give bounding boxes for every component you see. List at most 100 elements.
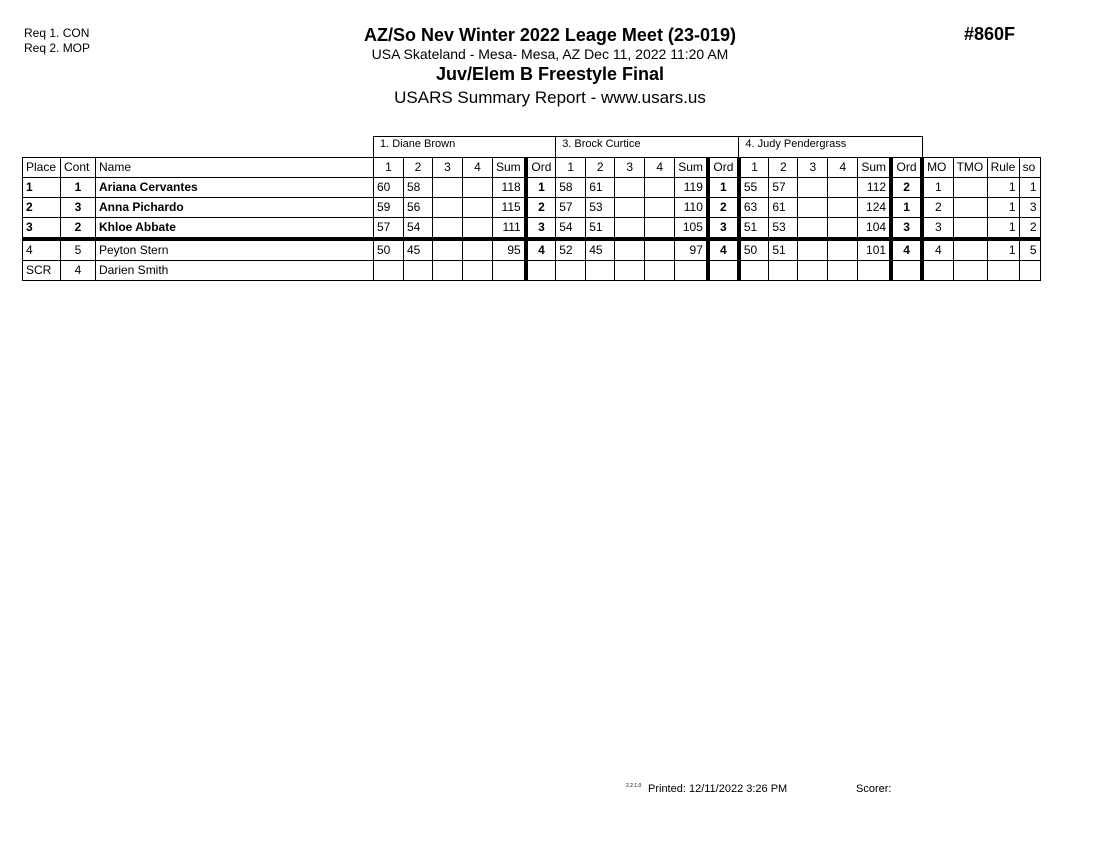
sum-cell: 112 [857, 177, 894, 198]
header-judge-3-col: 1 [738, 157, 770, 178]
requirements: Req 1. CON Req 2. MOP [24, 26, 90, 56]
header-name: Name [95, 157, 374, 178]
sum-cell: 95 [491, 238, 528, 261]
place-cell: 3 [22, 217, 61, 241]
place-cell: 4 [22, 238, 61, 261]
score-cell: 50 [738, 238, 770, 261]
mo-cell: 3 [921, 217, 954, 241]
score-cell: 54 [555, 217, 587, 241]
tmo-cell [952, 177, 988, 198]
ordinal-cell: 4 [525, 238, 557, 261]
header-judge-2-col: 3 [614, 157, 646, 178]
score-cell [614, 260, 646, 281]
ordinal-cell: 1 [707, 177, 741, 198]
venue-date: USA Skateland - Mesa- Mesa, AZ Dec 11, 2… [371, 46, 729, 62]
score-cell: 51 [585, 217, 616, 241]
header-judge-3-col: 2 [768, 157, 799, 178]
mo-cell: 4 [921, 238, 954, 261]
ordinal-cell [890, 260, 925, 281]
meet-title: AZ/So Nev Winter 2022 Leage Meet (23-019… [364, 25, 736, 45]
header-judge-2-col: 2 [585, 157, 616, 178]
score-cell [432, 197, 463, 218]
score-cell: 45 [403, 238, 433, 261]
score-cell [827, 217, 859, 241]
score-cell: 59 [373, 197, 404, 218]
score-cell [462, 238, 493, 261]
score-cell [827, 177, 859, 198]
rule-cell [986, 260, 1020, 281]
score-cell [797, 260, 829, 281]
table-row: SCR 4 Darien Smith [22, 260, 1041, 281]
rule-cell: 1 [986, 197, 1020, 218]
cont-cell: 1 [60, 177, 96, 198]
requirement-2: Req 2. MOP [24, 41, 91, 55]
score-cell: 60 [373, 177, 404, 198]
skater-name: Peyton Stern [95, 238, 374, 261]
score-cell [614, 197, 646, 218]
score-cell [462, 177, 493, 198]
sum-cell: 97 [674, 238, 710, 261]
score-cell [373, 260, 404, 281]
requirement-1: Req 1. CON [24, 26, 90, 40]
version: 2.2.1.0 [626, 783, 642, 789]
judge-header-row: 1. Diane Brown 3. Brock Curtice 4. Judy Pe… [23, 136, 1041, 158]
score-cell: 54 [403, 217, 433, 241]
ordinal-cell [525, 260, 557, 281]
blank [922, 137, 1040, 158]
score-cell: 57 [373, 217, 404, 241]
so-cell: 5 [1018, 238, 1041, 261]
ordinal-cell: 3 [890, 217, 925, 241]
header-judge-1-col: 3 [432, 157, 463, 178]
sum-cell: 111 [491, 217, 528, 241]
score-cell: 51 [738, 217, 770, 241]
sum-cell [857, 260, 894, 281]
score-cell [644, 260, 676, 281]
tmo-cell [952, 238, 988, 261]
score-cell [797, 177, 829, 198]
header-judge-3-col: 4 [827, 157, 859, 178]
score-cell: 52 [555, 238, 587, 261]
event-number: #860F [964, 24, 1016, 44]
tmo-cell [952, 260, 988, 281]
score-cell [614, 217, 646, 241]
ordinal-cell: 4 [890, 238, 925, 261]
header-judge-2-col: 1 [555, 157, 587, 178]
header-judge-3-col: Ord [890, 157, 925, 178]
sum-cell [674, 260, 710, 281]
score-cell [462, 260, 493, 281]
place-cell: SCR [22, 260, 61, 281]
table-row: 3 2 Khloe Abbate 57 54 111 3 54 51 105 3 51 53 104 3 3 1… [22, 217, 1041, 241]
sum-cell: 124 [857, 197, 894, 218]
sum-cell: 118 [491, 177, 528, 198]
ordinal-cell: 1 [525, 177, 557, 198]
sum-cell: 101 [857, 238, 894, 261]
header-judge-2-col: 4 [644, 157, 676, 178]
score-cell [403, 260, 433, 281]
score-cell [432, 260, 463, 281]
skater-name: Khloe Abbate [95, 217, 374, 241]
sum-cell: 115 [491, 197, 528, 218]
results-table: 1. Diane Brown 3. Brock Curtice 4. Judy Pe… [22, 136, 1041, 281]
score-cell [644, 177, 676, 198]
score-cell: 58 [555, 177, 587, 198]
score-cell [462, 197, 493, 218]
ordinal-cell: 2 [525, 197, 557, 218]
place-cell: 1 [22, 177, 61, 198]
sum-cell [491, 260, 528, 281]
cont-cell: 2 [60, 217, 96, 241]
table-row: 4 5 Peyton Stern 50 45 95 4 52 45 97 4 50 51 101 4 4 1 5 [22, 238, 1041, 261]
header-tmo: TMO [952, 157, 988, 178]
column-header-row: Place Cont Name 1 2 3 4 Sum Ord 1 2 3 4 Sum Ord 1 2 3 4 Sum… [22, 157, 1041, 178]
so-cell: 3 [1018, 197, 1041, 218]
ordinal-cell: 3 [707, 217, 741, 241]
so-cell [1018, 260, 1041, 281]
score-cell: 53 [585, 197, 616, 218]
header-judge-2-col: Ord [707, 157, 741, 178]
event-title: Juv/Elem B Freestyle Final [435, 64, 665, 84]
score-cell [585, 260, 616, 281]
skater-name: Darien Smith [95, 260, 374, 281]
skater-name: Ariana Cervantes [95, 177, 374, 198]
score-cell [432, 238, 463, 261]
score-cell: 57 [768, 177, 799, 198]
cont-cell: 3 [60, 197, 96, 218]
